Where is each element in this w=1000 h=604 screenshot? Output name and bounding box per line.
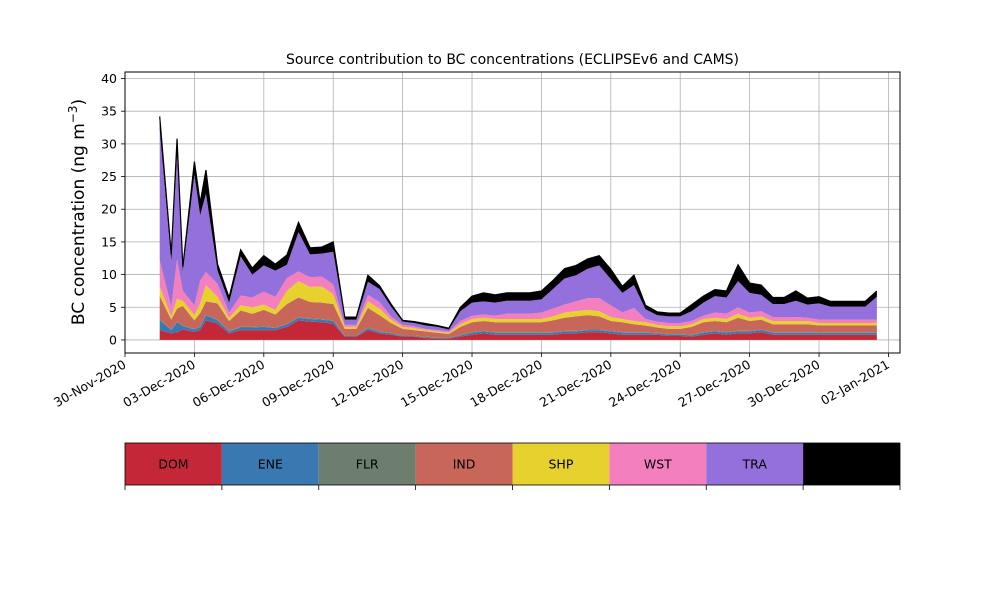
legend-swatch-ene: [221, 443, 319, 485]
x-tick-label: 24-Dec-2020: [606, 357, 684, 410]
legend-label-flr: FLR: [356, 457, 379, 472]
grid-lines: [124, 72, 900, 353]
x-tick-label: 21-Dec-2020: [537, 357, 615, 410]
y-tick-label: 40: [101, 71, 117, 86]
area-wst: [159, 259, 877, 333]
x-tick-label: 27-Dec-2020: [676, 357, 754, 410]
legend-swatch-flr: [318, 443, 416, 485]
y-tick-label: 25: [101, 169, 117, 184]
x-tick-label: 03-Dec-2020: [120, 357, 198, 410]
y-axis-label-sup: −3: [66, 105, 80, 123]
legend-swatch-bb: [803, 443, 900, 485]
y-axis-label-main: BC concentration (ng m: [69, 123, 89, 325]
stacked-areas: [159, 116, 878, 340]
legend-colorbar: DOM ENE FLR IND SHP WST TRA BB: [124, 442, 901, 490]
x-tick-label: 12-Dec-2020: [329, 357, 407, 410]
legend-label-wst: WST: [644, 457, 672, 472]
y-axis-label-close: ): [69, 99, 89, 106]
chart-title: Source contribution to BC concentrations…: [286, 52, 739, 68]
x-tick-label: 02-Jan-2021: [818, 357, 892, 408]
area-ene: [159, 315, 877, 339]
x-axis: 30-Nov-202003-Dec-202006-Dec-202009-Dec-…: [51, 353, 892, 410]
x-tick-label: 30-Nov-2020: [51, 357, 129, 410]
legend-swatch-dom: [125, 443, 222, 485]
y-axis-label: BC concentration (ng m−3): [66, 99, 89, 325]
area-ind: [159, 296, 877, 338]
y-tick-label: 20: [101, 202, 117, 217]
legend-label-ene: ENE: [258, 457, 283, 472]
legend-swatch-ind: [415, 443, 513, 485]
legend-label-dom: DOM: [158, 457, 188, 472]
legend-swatch-tra: [706, 443, 804, 485]
x-tick-label: 18-Dec-2020: [467, 357, 545, 410]
legend-label-shp: SHP: [549, 457, 574, 472]
x-tick-label: 06-Dec-2020: [190, 357, 268, 410]
legend-label-bb: BB: [843, 457, 860, 472]
x-tick-label: 09-Dec-2020: [259, 357, 337, 410]
y-tick-label: 10: [101, 267, 117, 282]
legend-swatch-wst: [609, 443, 707, 485]
legend-label-tra: TRA: [742, 457, 768, 472]
x-tick-label: 15-Dec-2020: [398, 357, 476, 410]
y-axis: 0 5 10 15 20 25 30 35 40: [101, 71, 125, 347]
legend-label-ind: IND: [453, 457, 476, 472]
total-outline: [159, 116, 878, 329]
y-tick-label: 0: [109, 332, 117, 347]
y-tick-label: 30: [101, 136, 117, 151]
y-tick-label: 15: [101, 234, 117, 249]
legend-swatch-shp: [512, 443, 610, 485]
plot-frame: [124, 71, 901, 354]
x-tick-label: 30-Dec-2020: [745, 357, 823, 410]
y-tick-label: 35: [101, 104, 117, 119]
y-tick-label: 5: [109, 300, 117, 315]
area-dom: [159, 320, 877, 340]
area-tra: [159, 129, 877, 332]
